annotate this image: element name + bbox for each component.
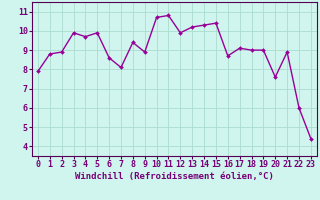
X-axis label: Windchill (Refroidissement éolien,°C): Windchill (Refroidissement éolien,°C) [75,172,274,181]
